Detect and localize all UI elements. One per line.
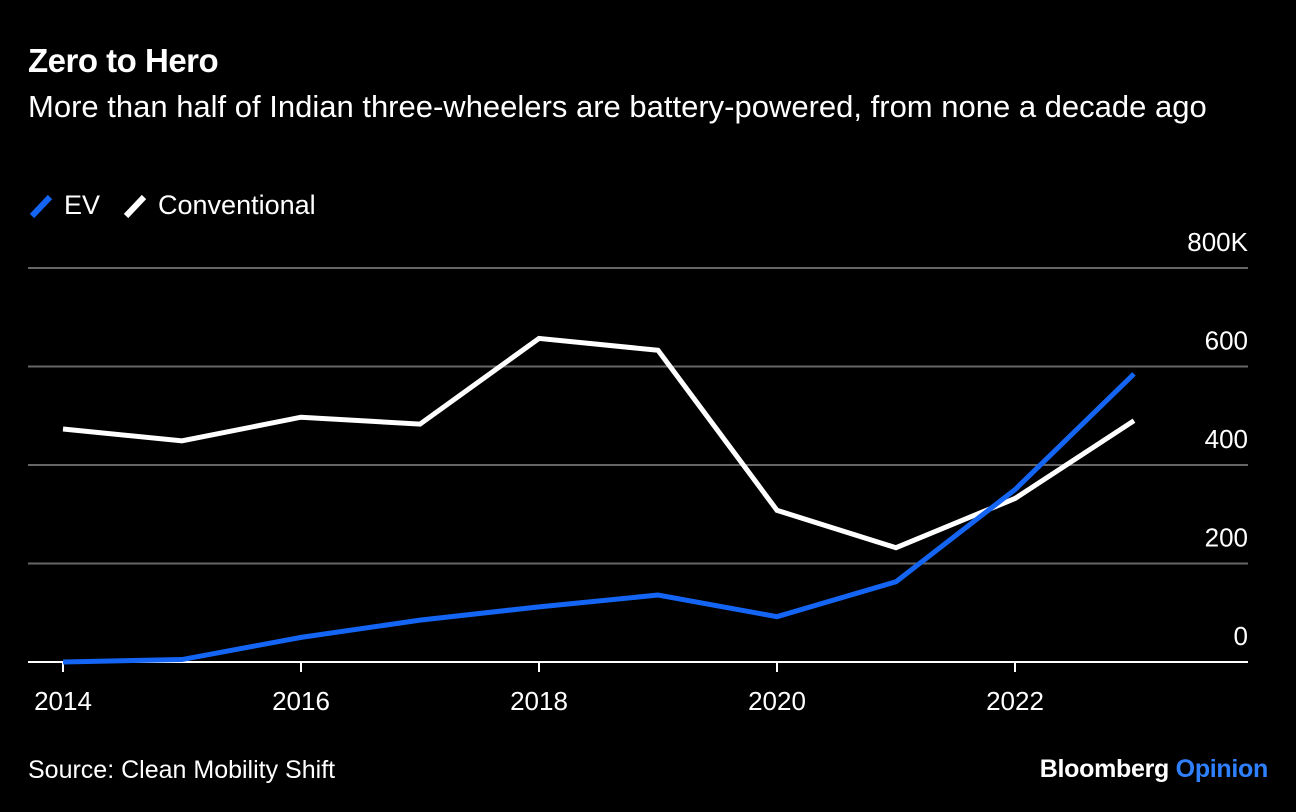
y-tick-label: 400: [1205, 424, 1248, 454]
x-tick-label: 2020: [748, 686, 806, 716]
legend-label-ev: EV: [64, 190, 101, 220]
y-tick-label: 0: [1234, 621, 1248, 651]
conventional-swatch-icon: [122, 193, 148, 219]
source-note: Source: Clean Mobility Shift: [28, 756, 336, 784]
x-tick-label: 2014: [34, 686, 92, 716]
brand-accent: Opinion: [1175, 755, 1269, 783]
legend-item-conventional: Conventional: [122, 190, 316, 221]
y-tick-label: 800K: [1187, 227, 1248, 257]
series-line-ev: [62, 372, 1136, 665]
chart-subtitle: More than half of Indian three-wheelers …: [28, 89, 1207, 124]
y-tick-label: 200: [1205, 523, 1248, 553]
ev-swatch-icon: [28, 193, 54, 219]
legend-label-conventional: Conventional: [158, 190, 316, 220]
y-tick-label: 600: [1205, 326, 1248, 356]
legend-item-ev: EV: [28, 190, 100, 221]
chart-title: Zero to Hero: [28, 42, 219, 79]
x-tick-label: 2018: [510, 686, 568, 716]
brand-main: Bloomberg: [1039, 755, 1170, 783]
series-line-conventional: [62, 335, 1136, 551]
brand-logo: Bloomberg Opinion: [1039, 755, 1269, 784]
x-tick-label: 2016: [272, 686, 330, 716]
x-tick-label: 2022: [986, 686, 1044, 716]
legend: EV Conventional: [28, 190, 338, 221]
